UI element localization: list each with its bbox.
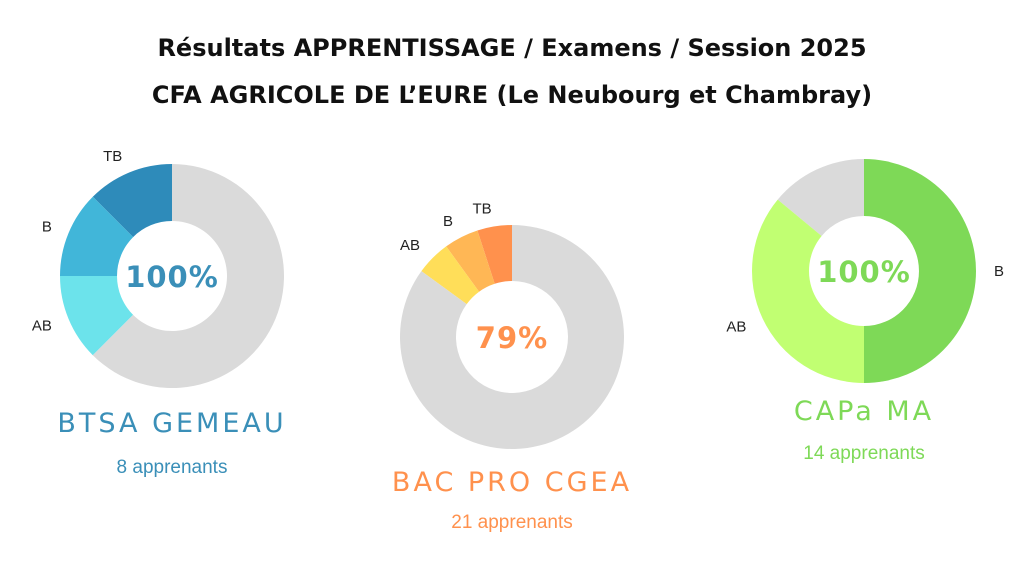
chart-name-capa: CAPa MA: [793, 396, 935, 427]
title-line-1: Résultats APPRENTISSAGE / Examens / Sess…: [157, 34, 867, 62]
slice-label: AB: [400, 237, 420, 254]
chart-count-capa: 14 apprenants: [803, 443, 925, 464]
donut-slice-rest: [400, 225, 624, 449]
slice-label: B: [994, 263, 1004, 280]
slice-label: B: [42, 218, 52, 235]
donut-chart-btsa: TB B AB 100%: [32, 148, 284, 388]
chart-count-bacpro: 21 apprenants: [451, 512, 573, 533]
center-percentage: 100%: [125, 260, 219, 294]
center-percentage: 79%: [476, 321, 548, 355]
donut-chart-bacpro: TB B AB 79%: [400, 201, 624, 449]
donut-slice-rest: [92, 164, 284, 388]
donut-slice-rest: [777, 159, 864, 236]
donut-slice-ab: [421, 246, 480, 305]
donut-slice-b: [864, 159, 976, 383]
donut-slice-tb: [477, 225, 512, 284]
donut-slice-tb: [92, 164, 172, 238]
chart-name-btsa: BTSA GEMEAU: [57, 408, 287, 439]
center-percentage: 100%: [817, 255, 911, 289]
slice-label: AB: [32, 318, 52, 335]
donut-slice-ab: [60, 276, 134, 356]
donut-slice-b: [446, 230, 495, 292]
slice-label: TB: [472, 201, 491, 218]
donut-chart-capa: AB B 100%: [726, 159, 1004, 383]
chart-name-bacpro: BAC PRO CGEA: [391, 467, 633, 498]
title-line-2: CFA AGRICOLE DE L’EURE (Le Neubourg et C…: [151, 81, 873, 109]
donut-slice-b: [60, 196, 134, 276]
slice-label: AB: [726, 318, 746, 335]
chart-count-btsa: 8 apprenants: [116, 457, 228, 478]
donut-slice-ab: [752, 199, 864, 383]
slice-label: B: [443, 213, 453, 230]
slice-label: TB: [103, 148, 122, 165]
